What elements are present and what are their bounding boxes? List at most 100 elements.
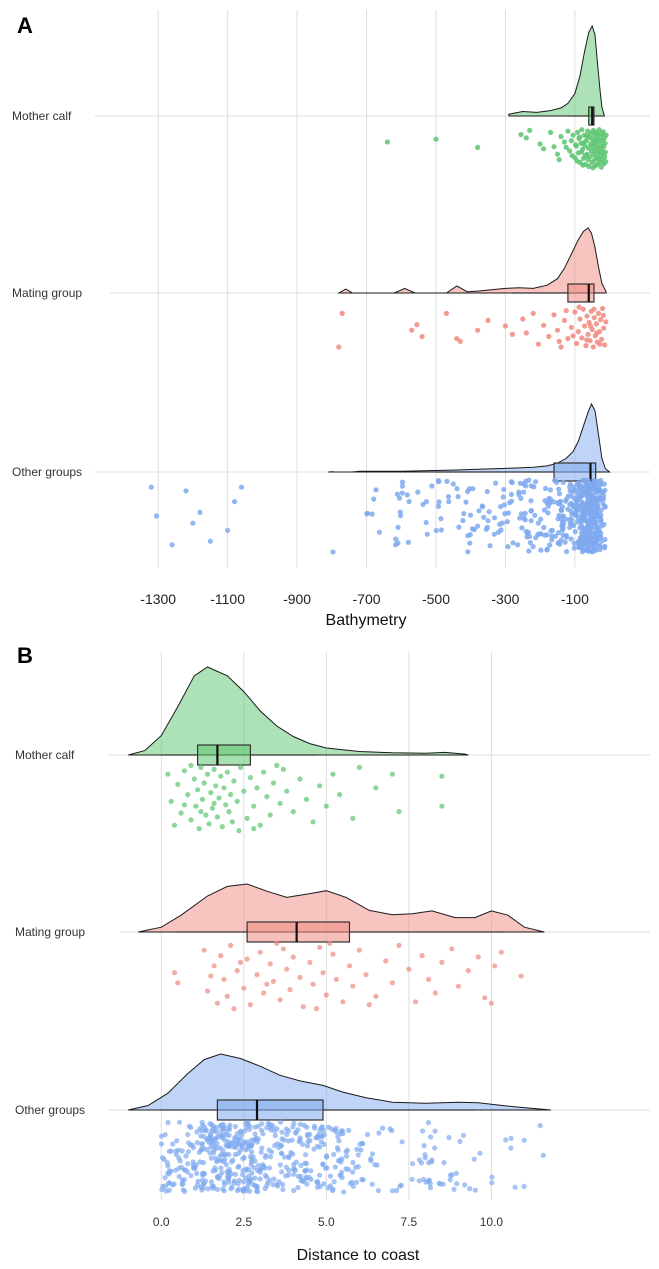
rain-point: [203, 1128, 209, 1134]
rain-point: [502, 511, 508, 517]
rain-point: [446, 499, 452, 505]
rain-point: [472, 1187, 478, 1193]
rain-point: [561, 317, 568, 323]
rain-point: [223, 1162, 229, 1168]
rain-point: [571, 484, 577, 490]
rain-point: [498, 527, 504, 533]
rain-point: [330, 549, 336, 555]
rain-point: [166, 1180, 172, 1186]
rain-point: [314, 1135, 320, 1141]
rain-point: [229, 1184, 235, 1190]
rain-point: [350, 1159, 356, 1166]
rain-point: [389, 980, 395, 986]
rain-point: [432, 1128, 438, 1134]
rain-point: [521, 1137, 527, 1143]
rain-point: [237, 1136, 243, 1142]
rain-point: [528, 483, 534, 489]
rain-point: [575, 492, 581, 498]
rain-point: [248, 1143, 254, 1149]
rain-point: [572, 309, 578, 315]
rain-point: [384, 139, 390, 145]
rain-point: [234, 1131, 240, 1137]
x-tick-label: 7.5: [401, 1215, 418, 1229]
panel-a-label: A: [17, 13, 33, 38]
rain-point: [541, 524, 547, 531]
rain-point: [225, 1142, 231, 1148]
rain-point: [556, 157, 562, 163]
rain-point: [406, 966, 412, 972]
rain-point: [580, 162, 586, 168]
rain-point: [577, 134, 583, 140]
rain-point: [432, 1145, 438, 1151]
box-iqr: [567, 283, 595, 303]
rain-point: [521, 489, 527, 495]
rain-point: [220, 1134, 226, 1140]
rain-point: [560, 522, 566, 529]
rain-point: [283, 1173, 289, 1179]
rain-point: [339, 1156, 345, 1162]
rain-point: [274, 1141, 281, 1147]
rain-point: [233, 1144, 239, 1151]
rain-point: [270, 780, 277, 786]
rain-point: [306, 1174, 312, 1180]
rain-point: [569, 153, 575, 159]
rain-point: [509, 480, 515, 486]
rain-point: [251, 1165, 257, 1171]
rain-point: [236, 828, 242, 834]
group-mating-group: Mating group: [15, 883, 650, 1012]
rain-point: [300, 1004, 306, 1010]
rain-points: [148, 477, 608, 555]
rain-point: [218, 773, 224, 779]
rain-point: [578, 149, 585, 155]
rain-point: [570, 333, 576, 339]
rain-point: [592, 524, 598, 530]
rain-point: [584, 495, 591, 501]
rain-point: [524, 534, 530, 540]
rain-point: [373, 487, 379, 493]
rain-point: [254, 1188, 260, 1194]
rain-point: [179, 1164, 185, 1171]
rain-point: [406, 498, 412, 505]
rain-point: [428, 1134, 434, 1140]
rain-point: [389, 771, 395, 777]
rain-point: [304, 1131, 310, 1137]
rain-point: [178, 810, 184, 816]
rain-point: [414, 322, 420, 328]
rain-point: [540, 1152, 546, 1158]
rain-point: [503, 1137, 509, 1143]
rain-point: [491, 531, 497, 537]
rain-point: [238, 484, 245, 490]
rain-point: [563, 534, 570, 540]
rain-point: [541, 146, 547, 152]
rain-point: [396, 809, 402, 815]
rain-point: [444, 478, 450, 484]
rain-point: [518, 495, 524, 501]
rain-point: [575, 480, 581, 486]
rain-point: [204, 1147, 210, 1153]
rain-point: [509, 331, 515, 337]
rain-point: [475, 954, 481, 960]
rain-point: [528, 498, 534, 504]
rain-point: [516, 491, 522, 498]
rain-point: [168, 798, 174, 805]
rain-point: [526, 548, 532, 554]
rain-point: [435, 478, 442, 484]
rain-point: [262, 1185, 268, 1192]
rain-point: [311, 1146, 317, 1152]
rain-point: [585, 487, 591, 493]
rain-point: [199, 1141, 205, 1147]
rain-point: [598, 317, 604, 323]
rain-point: [188, 762, 194, 769]
rain-point: [295, 1184, 301, 1191]
rain-point: [237, 959, 244, 966]
rain-point: [587, 323, 594, 329]
rain-point: [581, 540, 587, 547]
rain-point: [399, 483, 405, 489]
rain-point: [577, 503, 583, 509]
rain-point: [570, 132, 576, 138]
rain-point: [232, 1171, 238, 1177]
rain-point: [277, 997, 283, 1003]
rain-point: [200, 1160, 206, 1166]
rain-point: [538, 516, 544, 522]
rain-point: [262, 1165, 268, 1171]
